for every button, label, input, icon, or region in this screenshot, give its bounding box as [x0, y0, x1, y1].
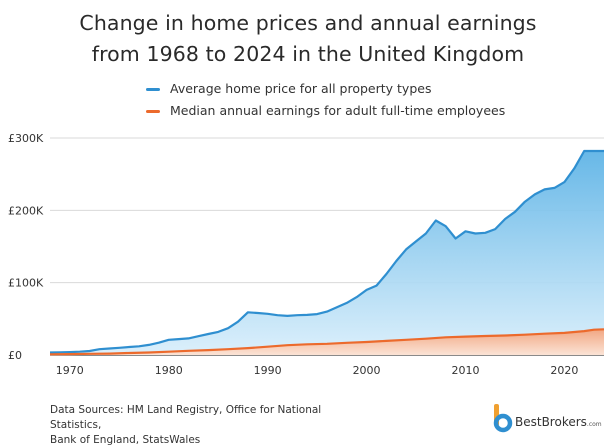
- legend: Average home price for all property type…: [146, 81, 505, 125]
- x-tick-label: 1970: [56, 364, 84, 377]
- brand-name: BestBrokers.com: [515, 415, 602, 429]
- legend-swatch-home-price: [146, 88, 160, 91]
- brand-logo: BestBrokers.com: [492, 404, 612, 434]
- x-tick-label: 2000: [353, 364, 381, 377]
- chart-title-line1: Change in home prices and annual earning…: [79, 11, 537, 35]
- x-tick-label: 2020: [550, 364, 578, 377]
- series-lines: [49, 149, 605, 356]
- x-tick-label: 1990: [254, 364, 282, 377]
- legend-swatch-earnings: [146, 110, 160, 113]
- chart-title-line2: from 1968 to 2024 in the United Kingdom: [91, 42, 525, 66]
- area-home-price: [50, 151, 604, 355]
- y-tick-label: £0: [8, 349, 22, 362]
- x-tick-label: 2010: [452, 364, 480, 377]
- legend-label-earnings: Median annual earnings for adult full-ti…: [170, 103, 506, 118]
- brand-name-text: BestBrokers: [515, 415, 587, 429]
- line-earnings: [49, 328, 605, 356]
- y-axis-ticks: £0 £100K £200K £300K: [8, 132, 44, 362]
- x-axis-ticks: 1970 1980 1990 2000 2010 2020: [56, 364, 579, 377]
- bestbrokers-logo-icon: [493, 404, 513, 433]
- line-home-price: [49, 149, 604, 354]
- y-tick-label: £300K: [8, 132, 44, 145]
- data-sources-line1: Data Sources: HM Land Registry, Office f…: [50, 404, 322, 431]
- data-sources-note: Data Sources: HM Land Registry, Office f…: [50, 403, 370, 448]
- y-tick-label: £100K: [8, 277, 44, 290]
- x-tick-label: 1980: [155, 364, 183, 377]
- chart-title: Change in home prices and annual earning…: [0, 8, 616, 70]
- legend-label-home-price: Average home price for all property type…: [170, 81, 432, 96]
- y-tick-label: £200K: [8, 204, 44, 217]
- legend-item-home-price: Average home price for all property type…: [146, 81, 505, 103]
- area-earnings: [50, 329, 604, 355]
- brand-suffix: .com: [586, 421, 602, 428]
- legend-item-earnings: Median annual earnings for adult full-ti…: [146, 103, 505, 125]
- series-areas: [50, 151, 604, 355]
- data-sources-line2: Bank of England, StatsWales: [50, 434, 201, 446]
